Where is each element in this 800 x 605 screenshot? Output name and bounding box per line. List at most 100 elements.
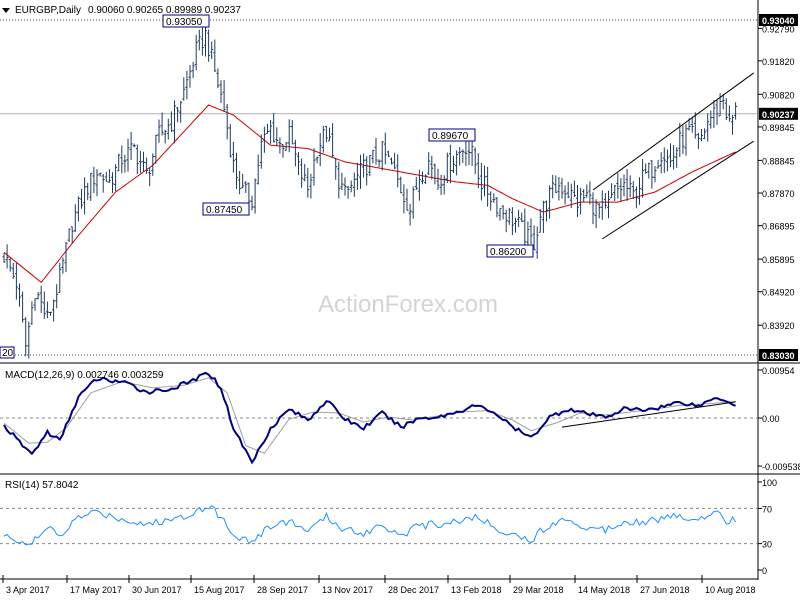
ohlc-bar bbox=[476, 153, 480, 189]
ohlc-bar bbox=[554, 175, 558, 194]
macd-signal-line bbox=[3, 377, 736, 454]
ohlc-bar bbox=[340, 172, 344, 191]
ohlc-bar bbox=[495, 197, 499, 218]
ohlc-bar bbox=[160, 112, 164, 136]
ohlc-bar bbox=[14, 262, 18, 300]
ohlc-bar bbox=[235, 152, 238, 189]
ohlc-bar bbox=[73, 204, 77, 233]
time-tick-label: 30 Jun 2017 bbox=[132, 585, 182, 595]
ohlc-bar bbox=[275, 127, 279, 146]
ohlc-bar bbox=[374, 137, 378, 165]
ohlc-bar bbox=[45, 301, 49, 319]
ohlc-bar bbox=[188, 64, 192, 88]
price-annotation-label: 0.89670 bbox=[432, 131, 469, 142]
ohlc-bar bbox=[442, 175, 446, 195]
ohlc-bar bbox=[346, 185, 350, 199]
ohlc-bar bbox=[613, 184, 617, 202]
ohlc-bar bbox=[309, 173, 313, 199]
ohlc-bar bbox=[138, 150, 142, 174]
price-tick-label: 0.90820 bbox=[762, 90, 795, 100]
ohlc-bar bbox=[355, 162, 359, 190]
ohlc-bar bbox=[520, 212, 524, 223]
ohlc-bar bbox=[27, 321, 31, 359]
ohlc-bar bbox=[607, 190, 610, 219]
top-level-label-box bbox=[759, 14, 798, 26]
ohlc-bar bbox=[659, 152, 663, 174]
ohlc-bar bbox=[433, 163, 437, 185]
ohlc-bar bbox=[405, 188, 409, 211]
ohlc-bar bbox=[244, 181, 248, 193]
ohlc-bar bbox=[594, 199, 598, 229]
ohlc-bar bbox=[597, 203, 601, 219]
ohlc-bar bbox=[197, 29, 201, 51]
ohlc-bar bbox=[36, 291, 40, 300]
time-tick-label: 15 Aug 2017 bbox=[194, 585, 245, 595]
ohlc-bar bbox=[600, 190, 604, 220]
ohlc-bar bbox=[89, 172, 93, 201]
ohlc-bar bbox=[352, 172, 356, 197]
bottom-level-label-box bbox=[759, 349, 798, 361]
ohlc-bar bbox=[427, 152, 431, 176]
price-tick-label: 0.84920 bbox=[762, 288, 795, 298]
ohlc-bar bbox=[169, 111, 173, 133]
ohlc-bar bbox=[603, 193, 607, 209]
top-level-label: 0.93040 bbox=[762, 16, 795, 26]
ohlc-bar bbox=[290, 119, 294, 145]
ohlc-bar bbox=[86, 183, 90, 201]
ohlc-bar bbox=[278, 137, 282, 154]
ohlc-bar bbox=[734, 102, 738, 120]
time-tick-label: 28 Dec 2017 bbox=[388, 585, 439, 595]
ohlc-bar bbox=[588, 181, 592, 205]
ohlc-bar bbox=[665, 149, 669, 172]
ohlc-bar bbox=[727, 105, 731, 122]
ohlc-bar bbox=[386, 150, 390, 158]
ohlc-bar bbox=[572, 180, 576, 198]
ohlc-bar bbox=[343, 177, 347, 196]
time-tick-label: 3 Apr 2017 bbox=[6, 585, 50, 595]
ohlc-bar bbox=[532, 225, 536, 251]
macd-trendline bbox=[561, 401, 736, 428]
ohlc-bar bbox=[176, 107, 180, 123]
ohlc-bar bbox=[300, 158, 304, 188]
price-tick-label: 0.92790 bbox=[762, 24, 795, 34]
ohlc-bar bbox=[185, 70, 189, 100]
ohlc-bar bbox=[634, 186, 638, 209]
ohlc-bar bbox=[557, 176, 561, 201]
macd-layer bbox=[0, 371, 757, 465]
ohlc-bar bbox=[18, 283, 21, 307]
ohlc-bar bbox=[331, 122, 335, 158]
price-annotation-box bbox=[162, 14, 210, 28]
rsi-tick-label: 30 bbox=[762, 540, 772, 550]
ohlc-bar bbox=[616, 172, 620, 199]
ohlc-bar bbox=[514, 217, 517, 233]
ohlc-bar bbox=[712, 100, 716, 129]
ohlc-bar bbox=[501, 205, 505, 220]
ohlc-bar bbox=[179, 100, 183, 123]
rsi-tick-label: 100 bbox=[762, 478, 777, 488]
ohlc-bar bbox=[631, 181, 635, 200]
time-tick-label: 17 May 2017 bbox=[70, 585, 122, 595]
price-tick-label: 0.83920 bbox=[762, 321, 795, 331]
ohlc-bar bbox=[182, 77, 186, 101]
channel-layer bbox=[592, 72, 754, 240]
ohlc-bar bbox=[439, 174, 443, 196]
ohlc-bar bbox=[173, 100, 176, 144]
ohlc-bar bbox=[334, 157, 338, 180]
price-tick-label: 0.88845 bbox=[762, 156, 795, 166]
ohlc-bar bbox=[560, 177, 564, 199]
ohlc-bar bbox=[526, 221, 530, 247]
ohlc-bar bbox=[241, 173, 245, 189]
ohlc-bar bbox=[324, 125, 328, 143]
ohlc-bar bbox=[101, 173, 105, 193]
ohlc-bar bbox=[417, 169, 421, 201]
ohlc-bar bbox=[585, 184, 589, 198]
ohlc-bar bbox=[483, 165, 486, 197]
ohlc-bar bbox=[383, 132, 387, 165]
ohlc-bar bbox=[104, 171, 108, 182]
ohlc-bar bbox=[625, 168, 629, 201]
ohlc-bar bbox=[507, 207, 511, 225]
ohlc-bar bbox=[293, 139, 297, 167]
ohlc-bar bbox=[644, 163, 648, 174]
chart-menu-triangle-icon[interactable] bbox=[2, 8, 10, 13]
ohlc-bar bbox=[411, 186, 415, 219]
